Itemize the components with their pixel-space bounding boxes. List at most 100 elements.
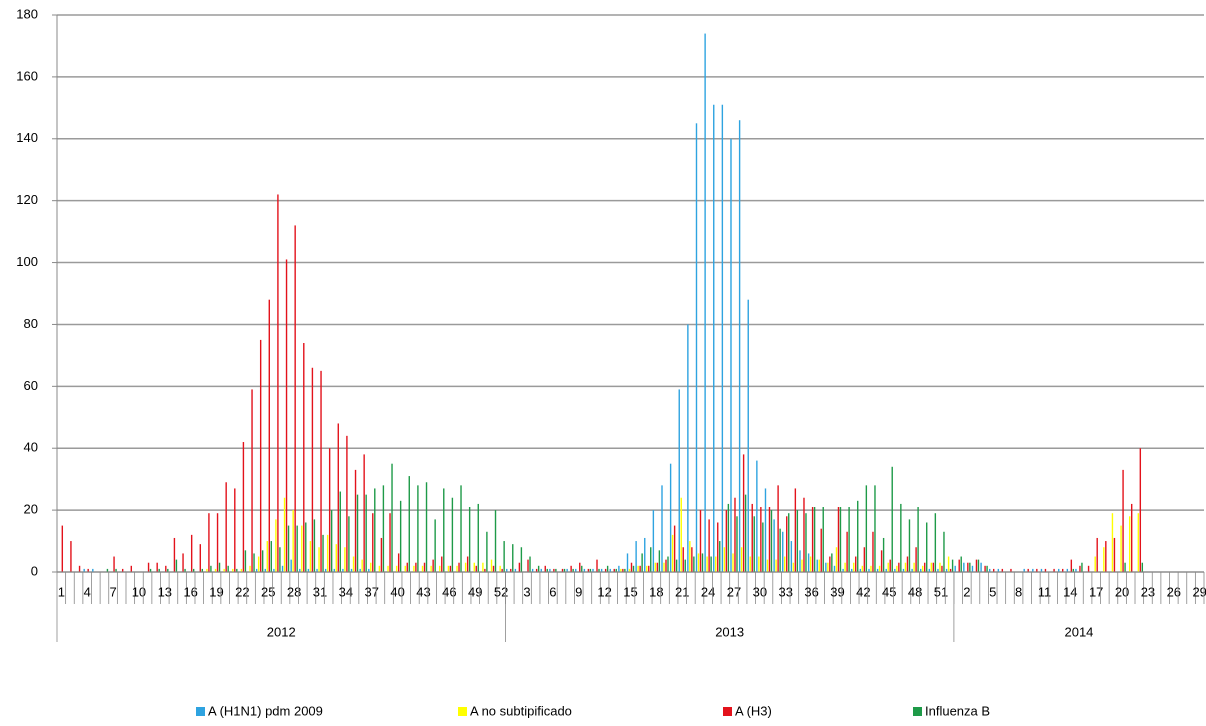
- bar: [732, 553, 734, 572]
- x-tick-label: 31: [313, 584, 327, 599]
- bar: [249, 565, 251, 572]
- bar: [898, 562, 900, 572]
- bar: [1027, 568, 1029, 572]
- x-tick-label: 3: [523, 584, 530, 599]
- bar: [967, 562, 969, 572]
- bar: [673, 525, 676, 572]
- bar: [598, 568, 600, 572]
- bar: [285, 259, 288, 572]
- bar: [240, 568, 243, 572]
- bar: [682, 547, 684, 572]
- x-tick-label: 34: [339, 584, 353, 599]
- x-tick-label: 11: [1038, 584, 1052, 599]
- bar: [266, 541, 268, 572]
- bar: [1044, 568, 1047, 572]
- bar: [92, 568, 94, 572]
- bar: [1072, 568, 1075, 572]
- bar: [378, 565, 381, 572]
- bar: [934, 513, 937, 572]
- bar: [609, 568, 611, 572]
- bar: [330, 510, 333, 572]
- bar: [307, 568, 310, 572]
- x-tick-label: 36: [804, 584, 818, 599]
- bar: [270, 541, 272, 572]
- bar: [801, 559, 803, 572]
- bar: [287, 525, 290, 572]
- x-tick-label: 12: [597, 584, 611, 599]
- group-label: 2012: [267, 624, 296, 639]
- bar: [404, 565, 406, 572]
- bar: [512, 544, 514, 572]
- bar: [835, 547, 838, 572]
- bar: [1103, 547, 1105, 572]
- bar: [264, 568, 266, 572]
- bar: [689, 541, 691, 572]
- bar: [339, 491, 341, 572]
- bar: [387, 565, 389, 572]
- bar: [1040, 568, 1043, 572]
- legend-label: A (H3): [735, 703, 772, 718]
- bar: [546, 568, 548, 572]
- bar: [665, 559, 667, 572]
- bar: [147, 562, 150, 572]
- y-tick-label: 120: [16, 192, 38, 207]
- x-tick-label: 2: [963, 584, 970, 599]
- x-tick-label: 14: [1063, 584, 1077, 599]
- bar: [863, 547, 866, 572]
- x-tick-label: 23: [1141, 584, 1155, 599]
- bar: [773, 519, 775, 572]
- bar: [960, 556, 962, 572]
- x-tick-label: 4: [84, 584, 91, 599]
- x-tick-label: 28: [287, 584, 301, 599]
- bar: [699, 510, 702, 572]
- bar: [354, 469, 357, 572]
- bar: [555, 568, 557, 572]
- bar: [622, 568, 624, 572]
- bar: [941, 565, 943, 572]
- bar: [510, 568, 512, 572]
- bar: [316, 568, 318, 572]
- bar: [242, 442, 245, 572]
- bar: [324, 568, 327, 572]
- bar: [951, 559, 954, 572]
- bar: [928, 568, 931, 572]
- bar: [257, 556, 260, 572]
- bar: [706, 556, 708, 572]
- bar: [1113, 537, 1116, 572]
- bar: [322, 534, 324, 572]
- bar: [333, 568, 335, 572]
- bar: [947, 556, 950, 572]
- bar: [587, 568, 590, 572]
- bar: [1087, 565, 1090, 572]
- bar: [943, 531, 945, 572]
- bar: [844, 562, 846, 572]
- bar: [658, 550, 661, 572]
- bar: [570, 565, 572, 572]
- bar: [596, 559, 598, 572]
- bar: [816, 559, 818, 572]
- x-tick-label: 39: [830, 584, 844, 599]
- bar: [874, 485, 876, 572]
- bar: [1105, 541, 1107, 572]
- x-tick-label: 1: [58, 584, 65, 599]
- bar: [872, 531, 874, 572]
- bar: [937, 568, 939, 572]
- bar: [782, 531, 784, 572]
- bar: [922, 565, 924, 572]
- bar: [620, 568, 622, 572]
- bar: [632, 565, 635, 572]
- bar: [1130, 503, 1133, 572]
- bar: [277, 194, 279, 572]
- bar: [408, 476, 410, 572]
- x-tick-label: 46: [442, 584, 456, 599]
- x-tick-label: 16: [183, 584, 197, 599]
- bar: [370, 562, 372, 572]
- x-tick-label: 52: [494, 584, 508, 599]
- bar: [1001, 568, 1004, 572]
- bar: [275, 519, 277, 572]
- bar: [837, 507, 840, 572]
- bar: [87, 568, 89, 572]
- bar: [977, 559, 980, 572]
- bar: [1062, 568, 1064, 572]
- bar: [492, 565, 495, 572]
